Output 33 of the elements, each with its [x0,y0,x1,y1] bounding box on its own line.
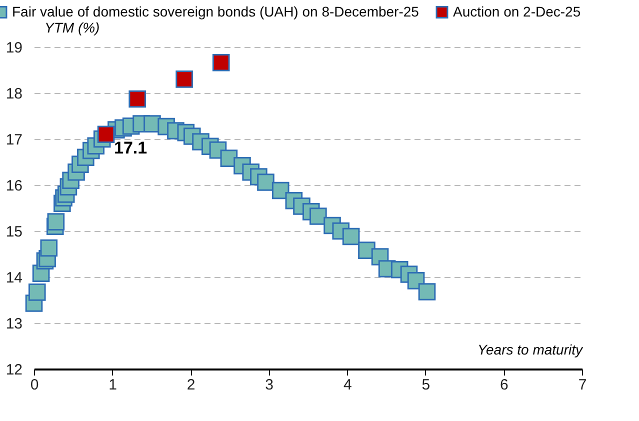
x-tick-label: 3 [265,376,274,394]
y-tick-label: 15 [6,224,22,240]
y-tick-label: 19 [6,40,22,56]
x-tick-label: 4 [343,376,352,394]
x-tick-label: 5 [422,376,430,394]
point [40,239,58,257]
point [97,126,115,144]
data-label: 17.1 [114,138,148,158]
y-tick-label: 14 [6,270,22,286]
y-axis-title: YTM (%) [44,20,100,36]
point [342,228,360,246]
point [28,284,46,301]
point [272,182,290,200]
x-tick-label: 7 [578,376,587,394]
x-axis-title: Years to maturity [477,342,584,358]
y-tick-label: 12 [6,362,22,378]
x-tick-label: 0 [30,376,39,394]
point [310,208,327,225]
point [128,90,146,108]
x-tick-label: 1 [108,376,117,394]
legend-label: Auction on 2-Dec-25 [453,3,581,20]
x-tick-label: 2 [186,376,196,394]
point [47,213,65,230]
point [257,174,274,191]
y-tick-label: 13 [6,316,22,332]
point [212,54,230,72]
x-tick-label: 6 [500,376,508,394]
y-tick-label: 17 [6,132,22,148]
y-tick-label: 18 [6,86,22,102]
y-tick-label: 16 [6,178,22,194]
legend-label: Fair value of domestic sovereign bonds (UAH) on 8-December-25 [12,3,420,20]
point [418,283,436,300]
point [176,70,193,88]
